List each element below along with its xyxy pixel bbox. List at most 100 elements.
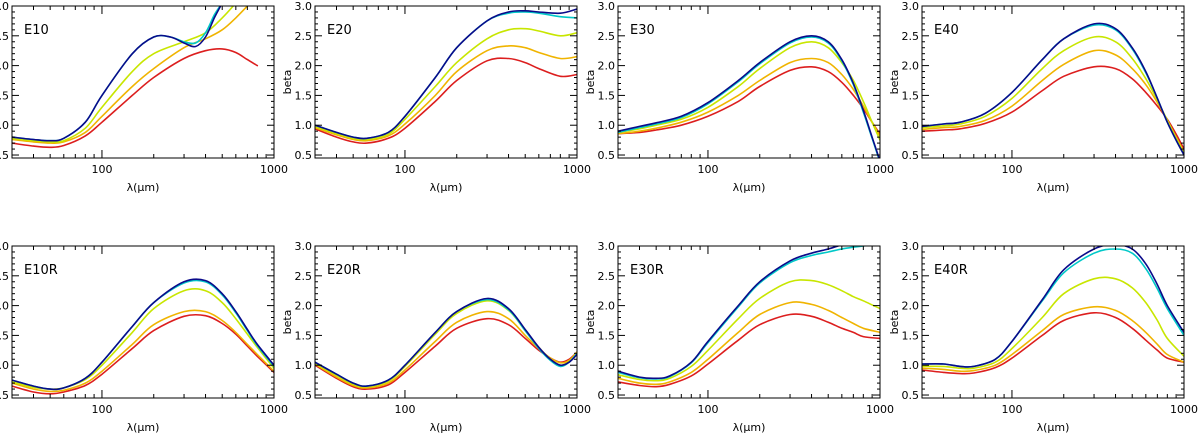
y-tick-label: 2.5	[598, 30, 616, 43]
y-tick-label: 1.0	[0, 119, 9, 132]
panel-title: E10R	[24, 263, 58, 278]
x-tick-label: 100	[1001, 163, 1022, 176]
series-line	[315, 310, 577, 389]
panel-title: E20	[327, 23, 352, 38]
y-axis-label: beta	[281, 70, 294, 95]
y-tick-label: 2.0	[0, 60, 9, 73]
x-axis-label: λ(μm)	[127, 421, 160, 434]
series-line	[922, 305, 1184, 373]
x-axis-label: λ(μm)	[1037, 181, 1070, 194]
x-axis-label: λ(μm)	[1037, 421, 1070, 434]
series-line	[315, 44, 577, 142]
y-tick-label: 2.5	[598, 270, 616, 283]
series-line	[922, 23, 1184, 156]
y-tick-label: 1.0	[0, 359, 9, 372]
x-axis-label: λ(μm)	[430, 421, 463, 434]
panel-e40r: 0.5 1.0 1.5 2.0 2.5 3.0 100 1000 E40R λ(μm) beta	[888, 240, 1198, 434]
y-tick-label: 2.0	[295, 60, 313, 73]
series-line	[618, 35, 880, 158]
panel-e20r: 0.5 1.0 1.5 2.0 2.5 3.0 100 1000 E20R λ(μm) beta	[281, 240, 591, 434]
series-group	[618, 246, 880, 388]
y-axis-label: beta	[888, 70, 901, 95]
plot-frame	[11, 245, 275, 399]
y-tick-label: 3.0	[598, 0, 616, 13]
x-tick-label: 100	[394, 163, 415, 176]
y-tick-label: 3.0	[598, 240, 616, 253]
series-line	[12, 278, 274, 391]
series-line	[618, 301, 880, 386]
x-tick-label: 1000	[1170, 403, 1198, 416]
series-line	[315, 299, 577, 388]
series-line	[922, 311, 1184, 375]
series-group	[315, 297, 577, 390]
x-tick-label: 100	[1001, 403, 1022, 416]
y-axis-label: beta	[584, 310, 597, 335]
y-tick-label: 3.0	[902, 240, 920, 253]
series-group	[12, 6, 259, 149]
y-tick-label: 3.0	[0, 0, 9, 13]
series-line	[315, 297, 577, 387]
y-tick-label: 0.5	[0, 149, 9, 162]
series-line	[12, 6, 249, 144]
y-tick-label: 2.5	[0, 30, 9, 43]
series-line	[922, 246, 1184, 368]
y-tick-label: 0.5	[902, 149, 920, 162]
x-axis-label: λ(μm)	[733, 421, 766, 434]
x-tick-label: 1000	[260, 403, 288, 416]
plot-frame	[921, 245, 1185, 399]
series-line	[12, 313, 274, 395]
series-line	[922, 22, 1184, 156]
y-tick-label: 1.0	[902, 359, 920, 372]
y-tick-label: 0.5	[598, 149, 616, 162]
y-tick-label: 2.5	[902, 270, 920, 283]
y-axis-label: beta	[584, 70, 597, 95]
panel-e30: 0.5 1.0 1.5 2.0 2.5 3.0 100 1000 E30 λ(μm) beta	[584, 0, 894, 194]
series-line	[12, 48, 259, 149]
series-line	[618, 279, 880, 382]
y-tick-label: 1.5	[902, 329, 920, 342]
y-tick-label: 3.0	[0, 240, 9, 253]
x-tick-label: 1000	[563, 403, 591, 416]
series-line	[12, 6, 222, 142]
y-tick-label: 3.0	[902, 0, 920, 13]
x-axis-label: λ(μm)	[733, 181, 766, 194]
x-tick-label: 1000	[866, 163, 894, 176]
panel-e40: 0.5 1.0 1.5 2.0 2.5 3.0 100 1000 E40 λ(μm) beta	[888, 0, 1198, 194]
y-tick-label: 1.0	[598, 359, 616, 372]
plot-frame	[617, 245, 881, 399]
y-axis-label: beta	[281, 310, 294, 335]
y-tick-label: 2.5	[295, 30, 313, 43]
series-line	[12, 309, 274, 393]
y-tick-label: 1.5	[598, 89, 616, 102]
y-tick-label: 0.5	[295, 149, 313, 162]
x-tick-label: 1000	[866, 403, 894, 416]
plot-frame	[617, 5, 881, 159]
y-tick-label: 1.0	[902, 119, 920, 132]
series-line	[315, 27, 577, 141]
series-group	[922, 22, 1184, 156]
y-tick-label: 1.5	[902, 89, 920, 102]
panel-title: E30R	[630, 263, 664, 278]
y-tick-label: 3.0	[295, 240, 313, 253]
panel-title: E10	[24, 23, 49, 38]
y-tick-label: 2.0	[902, 300, 920, 313]
x-tick-label: 100	[697, 403, 718, 416]
y-tick-label: 1.5	[295, 89, 313, 102]
series-group	[618, 35, 880, 158]
y-tick-label: 1.0	[598, 119, 616, 132]
x-tick-label: 100	[91, 403, 112, 416]
y-tick-label: 1.5	[0, 89, 9, 102]
y-tick-label: 1.5	[0, 329, 9, 342]
y-tick-label: 2.5	[902, 30, 920, 43]
series-line	[922, 65, 1184, 150]
x-tick-label: 1000	[1170, 163, 1198, 176]
y-tick-label: 2.0	[902, 60, 920, 73]
x-tick-label: 100	[91, 163, 112, 176]
panel-title: E40R	[934, 263, 968, 278]
y-tick-label: 2.0	[295, 300, 313, 313]
panel-title: E40	[934, 23, 959, 38]
y-tick-label: 2.0	[598, 300, 616, 313]
